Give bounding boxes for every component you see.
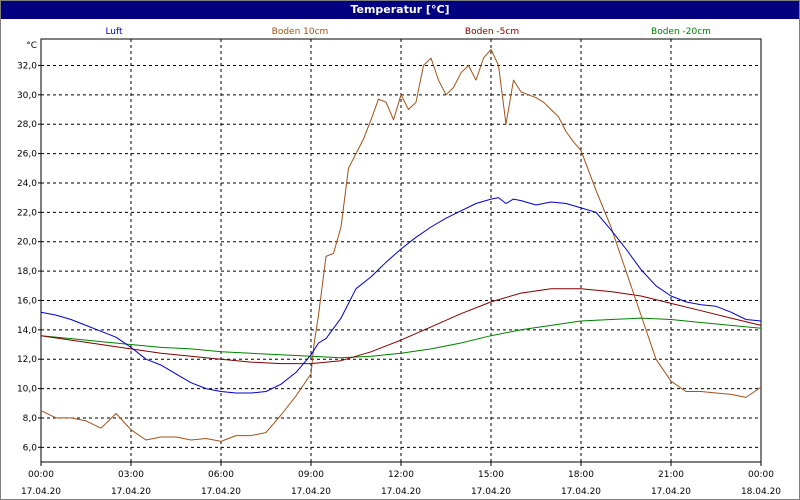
legend-item-boden-10cm: Boden 10cm <box>272 27 329 37</box>
series-line-boden-20cm <box>40 317 762 359</box>
y-tick-label: 8,0 <box>23 414 38 424</box>
y-tick-label: 16,0 <box>17 296 37 306</box>
x-tick-date-label: 17.04.20 <box>111 487 151 497</box>
y-tick-label: 14,0 <box>17 326 37 336</box>
y-tick-label: 12,0 <box>17 355 37 365</box>
x-tick-date-label: 17.04.20 <box>381 487 421 497</box>
y-tick-label: 28,0 <box>17 120 37 130</box>
window-title: Temperatur [°C] <box>1 1 799 19</box>
x-tick-time-label: 12:00 <box>388 470 414 480</box>
y-axis-unit: °C <box>26 41 37 51</box>
x-tick-date-label: 17.04.20 <box>291 487 331 497</box>
grid <box>41 39 761 462</box>
legend-item-boden-20cm: Boden -20cm <box>651 27 711 37</box>
legend: Luft Boden 10cm Boden -5cm Boden -20cm <box>105 27 711 37</box>
series-layer <box>40 48 762 442</box>
y-tick-label: 30,0 <box>17 91 37 101</box>
x-tick-time-label: 21:00 <box>658 470 684 480</box>
y-tick-label: 22,0 <box>17 208 37 218</box>
x-tick-time-label: 18:00 <box>568 470 594 480</box>
x-tick-date-label: 17.04.20 <box>201 487 241 497</box>
x-tick-time-label: 00:00 <box>28 470 54 480</box>
series-line-luft <box>40 197 762 394</box>
x-tick-time-label: 09:00 <box>298 470 324 480</box>
y-tick-label: 18,0 <box>17 267 37 277</box>
y-tick-label: 10,0 <box>17 385 37 395</box>
x-tick-date-label: 17.04.20 <box>471 487 511 497</box>
x-tick-time-label: 15:00 <box>478 470 504 480</box>
x-tick-date-label: 17.04.20 <box>21 487 61 497</box>
x-tick-time-label: 00:00 <box>748 470 774 480</box>
x-tick-time-label: 06:00 <box>208 470 234 480</box>
x-tick-date-label: 18.04.20 <box>741 487 781 497</box>
legend-item-luft: Luft <box>105 27 123 37</box>
axis-labels: 6,0 8,0 10,0 12,0 14,0 16,0 18,0 20,0 22,0 24,0 26… <box>17 41 781 497</box>
x-tick-date-label: 17.04.20 <box>561 487 601 497</box>
y-tick-label: 6,0 <box>23 443 38 453</box>
y-tick-label: 20,0 <box>17 238 37 248</box>
y-tick-label: 24,0 <box>17 179 37 189</box>
legend-item-boden-5cm: Boden -5cm <box>465 27 519 37</box>
x-tick-time-label: 03:00 <box>118 470 144 480</box>
y-tick-label: 26,0 <box>17 150 37 160</box>
series-line-boden-5cm <box>40 288 762 365</box>
series-line-boden-10cm <box>40 48 762 442</box>
y-tick-label: 32,0 <box>17 61 37 71</box>
x-tick-date-label: 17.04.20 <box>651 487 691 497</box>
